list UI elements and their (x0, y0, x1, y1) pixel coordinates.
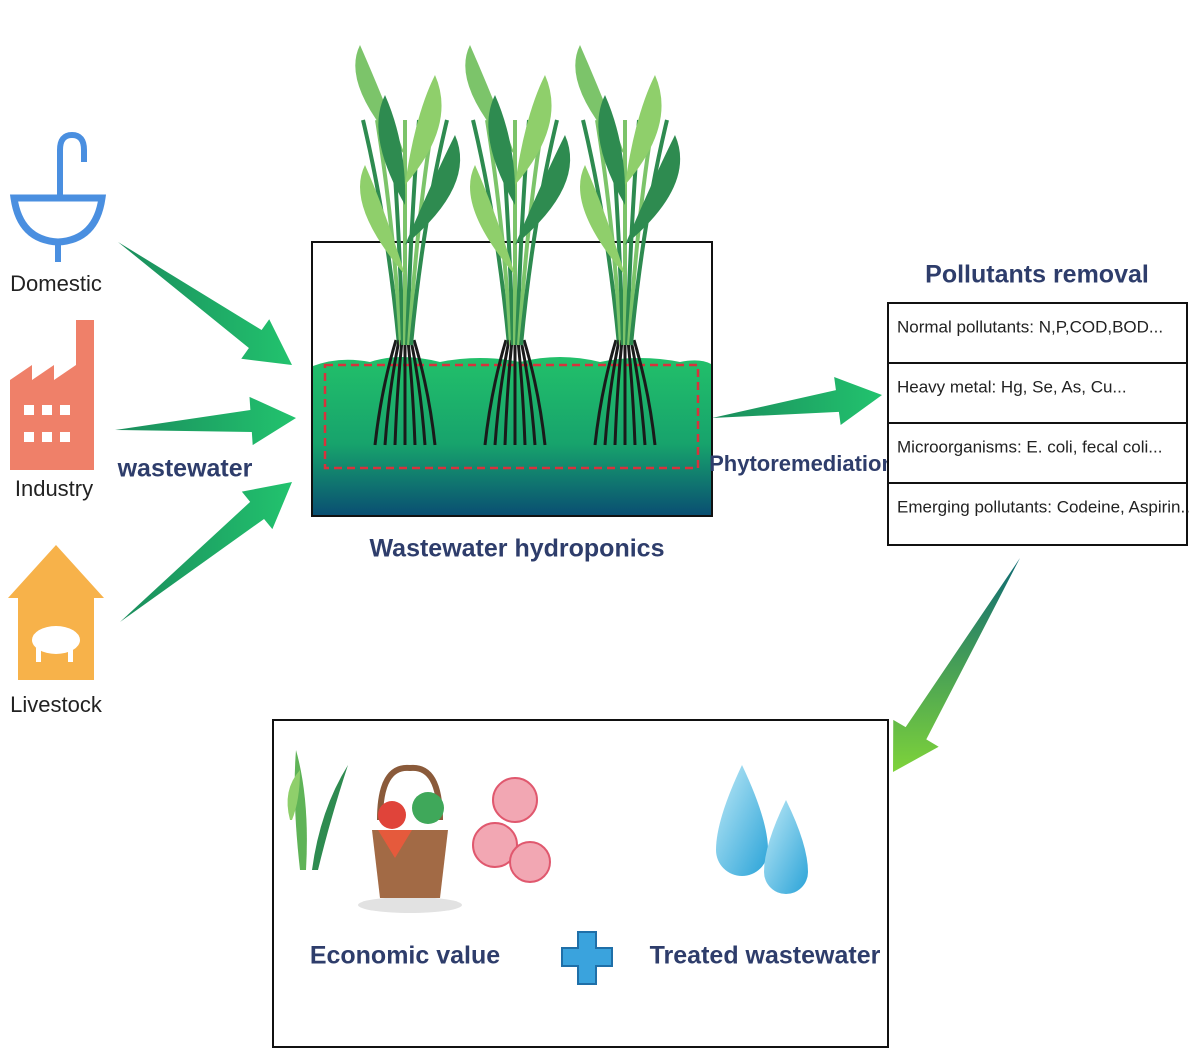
factory-icon (10, 320, 94, 470)
economic-label: Economic value (310, 942, 500, 970)
process-label: Phytoremediation (709, 451, 895, 476)
arrow (118, 242, 292, 365)
leaf (598, 95, 625, 205)
arrow (120, 482, 292, 622)
flow-label: wastewater (117, 455, 253, 483)
diagram: Domestic Industry Livestock wastewater W… (0, 0, 1189, 1052)
source-label: Industry (15, 476, 93, 501)
arrow (115, 397, 296, 445)
sink-icon (14, 135, 102, 262)
arrow (893, 558, 1020, 772)
livestock-icon (8, 545, 104, 680)
pollutant-row: Normal pollutants: N,P,COD,BOD... (897, 317, 1163, 336)
leaf (488, 95, 515, 205)
arrow (712, 377, 882, 425)
pollutants-title: Pollutants removal (925, 261, 1149, 289)
pollutant-row: Heavy metal: Hg, Se, As, Cu... (897, 377, 1127, 396)
hydroponics-label: Wastewater hydroponics (370, 535, 665, 563)
leaf (378, 95, 405, 205)
source-label: Domestic (10, 271, 102, 296)
water-label: Treated wastewater (650, 942, 881, 970)
pollutant-row: Microorganisms: E. coli, fecal coli... (897, 437, 1162, 456)
source-label: Livestock (10, 692, 103, 717)
water (313, 357, 711, 515)
pollutant-row: Emerging pollutants: Codeine, Aspirin... (897, 497, 1189, 516)
